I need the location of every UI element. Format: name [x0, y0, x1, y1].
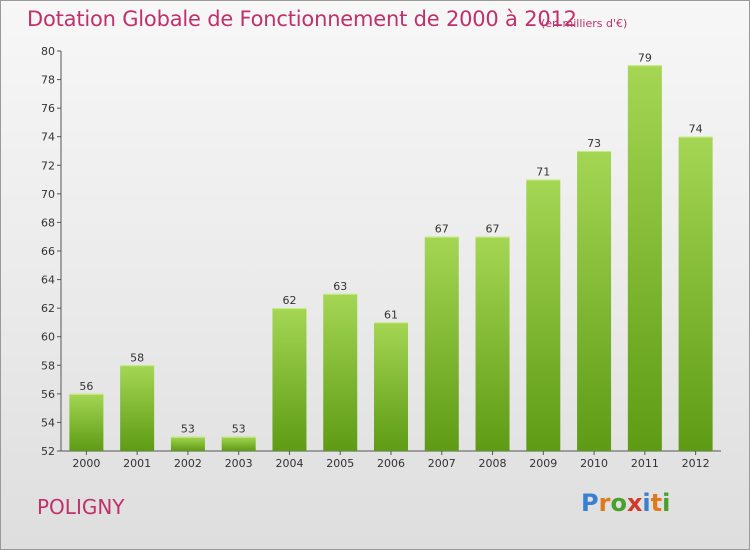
data-label: 58: [130, 351, 144, 364]
y-tick-label: 74: [41, 131, 55, 144]
y-tick-label: 68: [41, 216, 55, 229]
x-tick-label: 2006: [377, 457, 405, 470]
bar: [526, 179, 561, 452]
x-tick-label: 2009: [529, 457, 557, 470]
bar: [272, 308, 307, 451]
x-tick-label: 2008: [479, 457, 507, 470]
x-tick-label: 2003: [225, 457, 253, 470]
x-tick-label: 2000: [72, 457, 100, 470]
bar: [170, 436, 205, 451]
bar: [577, 151, 612, 451]
y-tick-label: 76: [41, 102, 55, 115]
bar: [221, 436, 256, 451]
bar: [69, 393, 104, 451]
logo-letter: i: [662, 489, 671, 517]
x-tick-label: 2005: [326, 457, 354, 470]
x-tick-label: 2004: [275, 457, 303, 470]
data-label: 61: [384, 308, 398, 321]
data-label: 53: [232, 423, 246, 436]
y-tick-label: 56: [41, 388, 55, 401]
bar: [374, 322, 408, 451]
bar: [120, 365, 155, 451]
chart-subtitle: (en milliers d'€): [541, 17, 628, 30]
data-label: 63: [333, 280, 347, 293]
x-tick-label: 2007: [428, 457, 456, 470]
data-label: 74: [689, 123, 703, 136]
y-tick-label: 78: [41, 74, 55, 87]
axes: 52 54 56 58 60 62 64 66 68 70 72 74 76 78 80 2000 2001 20…: [41, 45, 721, 470]
bar: [424, 236, 459, 451]
data-label: 73: [587, 137, 601, 150]
x-tick-label: 2001: [123, 457, 151, 470]
data-labels: 56 58 53 53 62 63 61 67 67 71 73 79 74: [79, 51, 702, 435]
data-label: 67: [486, 223, 500, 236]
data-label: 62: [282, 294, 296, 307]
logo-letter: x: [626, 489, 643, 517]
y-tick-label: 64: [41, 274, 55, 287]
logo-letter: t: [650, 489, 663, 517]
y-tick-label: 72: [41, 159, 55, 172]
bar: [678, 136, 713, 451]
x-tick-label: 2010: [580, 457, 608, 470]
y-tick-label: 60: [41, 331, 55, 344]
y-tick-label: 70: [41, 188, 55, 201]
data-label: 79: [638, 51, 652, 64]
y-tick-label: 66: [41, 245, 55, 258]
y-tick-label: 62: [41, 302, 55, 315]
chart-title: Dotation Globale de Fonctionnement de 20…: [27, 7, 577, 31]
y-tick-label: 52: [41, 445, 55, 458]
logo-letter: o: [610, 489, 627, 517]
logo-letter: P: [581, 489, 599, 517]
data-label: 67: [435, 223, 449, 236]
y-tick-label: 54: [41, 416, 55, 429]
bar: [323, 293, 358, 451]
logo-letter: r: [598, 489, 611, 517]
logo-letter: i: [642, 489, 651, 517]
x-tick-label: 2012: [682, 457, 710, 470]
data-label: 56: [79, 380, 93, 393]
bar: [627, 65, 662, 452]
bar: [475, 236, 510, 451]
x-tick-label: 2011: [631, 457, 659, 470]
data-label: 71: [536, 166, 550, 179]
data-label: 53: [181, 423, 195, 436]
bars: [69, 65, 713, 452]
commune-name: POLIGNY: [37, 495, 125, 519]
x-tick-label: 2002: [174, 457, 202, 470]
y-tick-label: 58: [41, 359, 55, 372]
proxiti-logo: Proxiti: [581, 489, 670, 517]
y-tick-label: 80: [41, 45, 55, 58]
